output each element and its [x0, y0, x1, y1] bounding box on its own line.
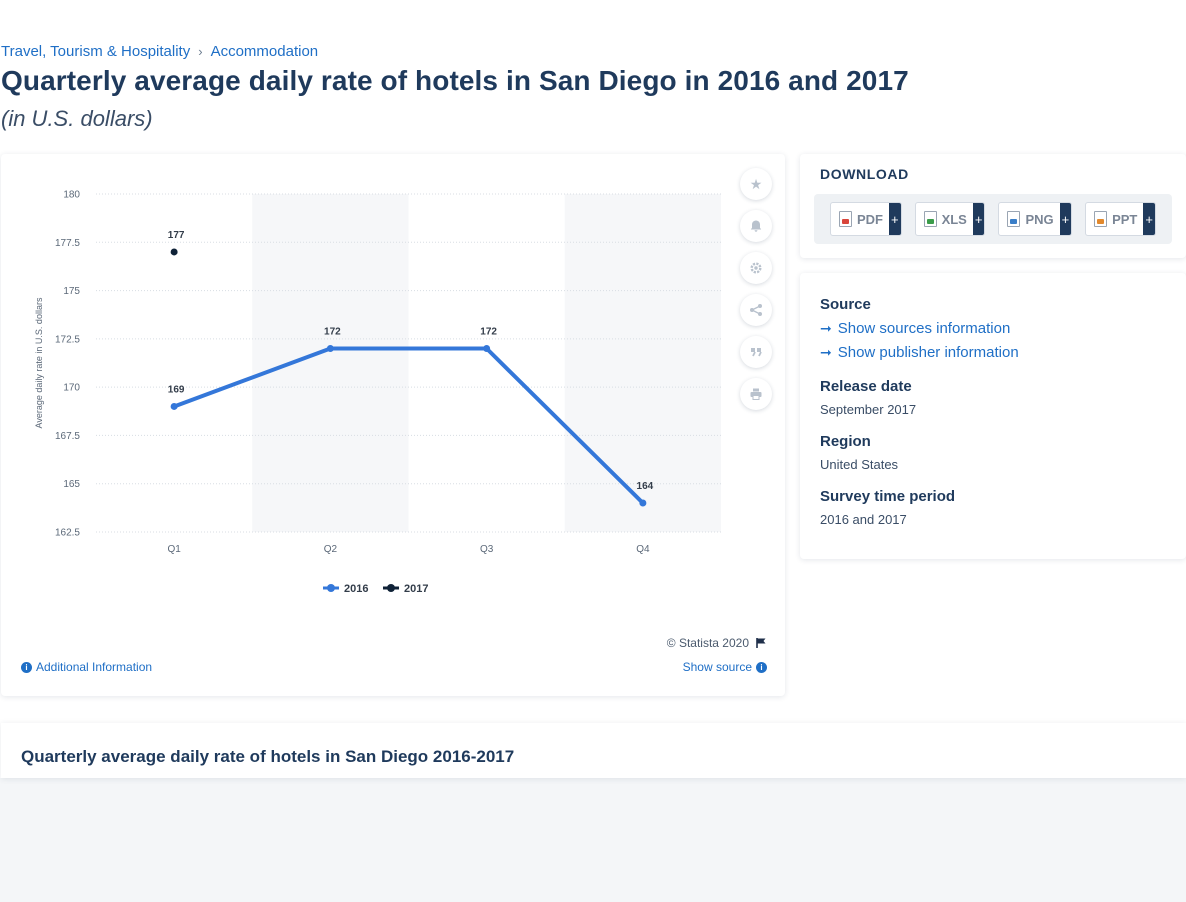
chart-tools: ★	[740, 168, 772, 410]
y-tick-label: 175	[63, 286, 80, 297]
download-png-label: PNG	[1025, 211, 1054, 227]
download-buttons: PDF + XLS + PNG + PPT +	[814, 194, 1172, 244]
copyright-text: © Statista 2020	[666, 636, 749, 650]
release-date-label: Release date	[820, 378, 912, 395]
data-point-2017	[170, 248, 178, 256]
png-file-icon	[1007, 211, 1021, 227]
y-tick-label: 167.5	[55, 431, 80, 442]
download-card: DOWNLOAD PDF + XLS + PNG + PPT +	[800, 154, 1186, 258]
show-source-link[interactable]: Show source i	[683, 660, 767, 674]
plus-icon: +	[1059, 203, 1072, 235]
x-tick-label: Q4	[636, 544, 650, 555]
quote-icon[interactable]	[740, 336, 772, 368]
legend-item-2016: 2016	[344, 583, 368, 595]
survey-period-value: 2016 and 2017	[820, 512, 907, 527]
download-ppt-button[interactable]: PPT +	[1085, 202, 1156, 236]
download-pdf-label: PDF	[857, 211, 883, 227]
ppt-file-icon	[1094, 211, 1108, 227]
plus-icon: +	[972, 203, 985, 235]
additional-information-link[interactable]: i Additional Information	[21, 660, 152, 674]
data-point-2016	[639, 499, 647, 507]
download-pdf-button[interactable]: PDF +	[830, 202, 902, 236]
info-icon: i	[21, 661, 32, 673]
page-title: Quarterly average daily rate of hotels i…	[1, 65, 909, 96]
region-value: United States	[820, 457, 899, 472]
breadcrumb-link-travel[interactable]: Travel, Tourism & Hospitality	[1, 43, 191, 60]
x-tick-label: Q3	[480, 544, 494, 555]
x-tick-label: Q2	[324, 544, 338, 555]
show-sources-link[interactable]: ➞ Show sources information	[820, 320, 1010, 337]
print-icon[interactable]	[740, 378, 772, 410]
release-date-value: September 2017	[820, 402, 917, 417]
y-tick-label: 172.5	[55, 334, 80, 345]
download-xls-button[interactable]: XLS +	[914, 202, 986, 236]
show-source-label: Show source	[682, 660, 752, 674]
download-title: DOWNLOAD	[820, 166, 909, 182]
line-chart: 162.5 165 167.5 170 172.5 175 177.5 180 Q1 Q2 Q3 Q4…	[34, 190, 721, 595]
chart-band	[252, 194, 409, 532]
page-subtitle: (in U.S. dollars)	[1, 106, 153, 131]
breadcrumb-separator: ›	[198, 44, 203, 59]
show-publisher-link[interactable]: ➞ Show publisher information	[820, 344, 1019, 361]
download-ppt-label: PPT	[1112, 211, 1138, 227]
data-label: 172	[480, 327, 497, 338]
x-tick-label: Q1	[167, 544, 181, 555]
legend-swatch-marker	[327, 584, 335, 592]
legend-item-2017: 2017	[404, 583, 428, 595]
additional-information-label: Additional Information	[36, 660, 153, 674]
copyright: © Statista 2020	[667, 636, 767, 650]
legend-swatch-marker	[387, 584, 395, 592]
show-sources-label: Show sources information	[837, 320, 1011, 337]
breadcrumb: Travel, Tourism & Hospitality › Accommod…	[1, 43, 318, 60]
source-label: Source	[820, 296, 871, 313]
share-icon[interactable]	[740, 294, 772, 326]
download-png-button[interactable]: PNG +	[998, 202, 1073, 236]
survey-period-label: Survey time period	[820, 488, 956, 505]
bell-icon[interactable]	[740, 210, 772, 242]
plus-icon: +	[889, 203, 901, 235]
plus-icon: +	[1143, 203, 1155, 235]
arrow-right-icon: ➞	[820, 320, 832, 336]
data-label: 172	[324, 327, 341, 338]
data-label: 169	[168, 384, 185, 395]
related-statistic-card: Quarterly average daily rate of hotels i…	[1, 723, 1186, 778]
series-line-2016	[173, 346, 645, 505]
y-tick-label: 177.5	[55, 238, 80, 249]
data-point-2016	[170, 402, 178, 410]
chart-card: 162.5 165 167.5 170 172.5 175 177.5 180 Q1 Q2 Q3 Q4…	[1, 154, 785, 696]
data-point-2016	[483, 345, 491, 353]
breadcrumb-link-accommodation[interactable]: Accommodation	[210, 43, 319, 60]
info-icon: i	[756, 661, 767, 673]
flag-icon[interactable]	[755, 637, 767, 649]
data-label: 164	[637, 481, 654, 492]
data-point-2016	[326, 345, 334, 353]
pdf-file-icon	[839, 211, 852, 227]
y-tick-label: 180	[63, 190, 80, 201]
star-icon[interactable]: ★	[740, 168, 772, 200]
data-label: 177	[168, 230, 185, 241]
gear-icon[interactable]	[740, 252, 772, 284]
chart-band	[564, 194, 721, 532]
y-axis-title: Average daily rate in U.S. dollars	[34, 297, 44, 428]
download-xls-label: XLS	[941, 211, 967, 227]
region-label: Region	[820, 433, 871, 450]
y-tick-label: 165	[63, 479, 80, 490]
arrow-right-icon: ➞	[820, 344, 832, 360]
y-tick-label: 162.5	[55, 528, 80, 539]
related-statistic-title: Quarterly average daily rate of hotels i…	[21, 747, 515, 766]
show-publisher-label: Show publisher information	[837, 344, 1019, 361]
xls-file-icon	[923, 211, 937, 227]
y-tick-label: 170	[63, 383, 80, 394]
statistic-details-card: Source ➞ Show sources information ➞ Show…	[800, 273, 1186, 559]
